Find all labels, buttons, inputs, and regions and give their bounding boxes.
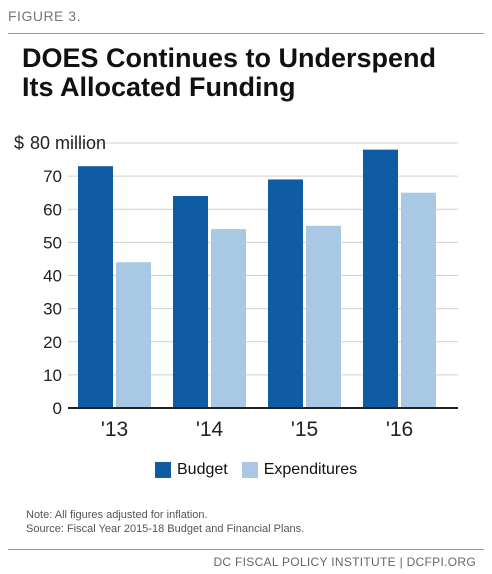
y-tick-label: 80 million [30,133,106,153]
y-unit-prefix: $ [14,133,24,153]
legend-swatch-expenditures [241,462,258,478]
y-tick-label: 20 [43,333,62,352]
legend: Budget Expenditures [155,461,371,479]
source-line: Source: Fiscal Year 2015-18 Budget and F… [26,523,305,535]
x-tick-label: '14 [196,418,224,441]
bottom-divider [8,549,484,550]
y-tick-label: 0 [53,399,62,418]
y-tick-label: 30 [43,300,62,319]
chart-title: DOES Continues to Underspend Its Allocat… [22,43,437,102]
y-tick-label: 60 [43,200,62,219]
top-divider [8,33,484,34]
bar-expenditures [306,225,341,408]
y-tick-label: 10 [43,366,62,385]
bar-chart: 0 10 20 30 40 50 60 70 80 million $ '13 '14 '15 '16 [14,133,458,441]
bar-budget [78,166,113,408]
bar-budget [268,179,303,408]
source-note: Note: All figures adjusted for inflation… [26,508,304,536]
axes: 0 10 20 30 40 50 60 70 80 million $ '13 '14 '15 '16 [14,133,458,441]
bars [78,149,436,408]
bar-expenditures [401,192,436,408]
x-tick-label: '16 [386,418,413,441]
y-tick-label: 40 [43,267,62,286]
legend-item-budget: Budget [155,461,228,479]
legend-item-expenditures: Expenditures [241,461,358,479]
figure-label: FIGURE 3. [8,8,81,24]
legend-label-expenditures: Expenditures [263,461,358,478]
legend-swatch-budget [155,462,171,478]
y-tick-label: 70 [43,167,62,186]
bar-expenditures [116,262,151,408]
y-tick-label: 50 [43,233,62,252]
bar-expenditures [211,229,246,408]
legend-label-budget: Budget [177,461,228,478]
note-line: Note: All figures adjusted for inflation… [26,509,208,521]
x-tick-label: '15 [291,418,318,441]
x-tick-label: '13 [101,418,128,441]
bar-budget [173,196,208,408]
bar-budget [363,149,398,408]
credit-line: DC FISCAL POLICY INSTITUTE | DCFPI.ORG [213,555,476,569]
